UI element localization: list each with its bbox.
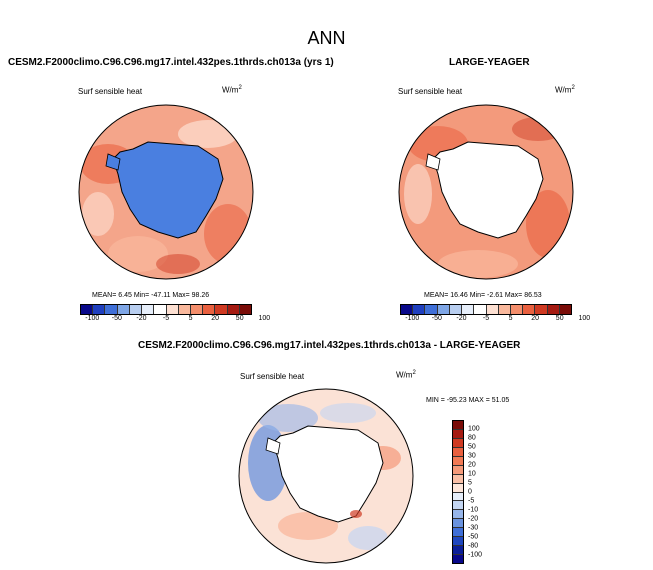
colorbar1-swatch [129,305,143,314]
colorbar3-tick-label: -80 [468,542,479,550]
colorbar3-swatch [453,429,463,439]
colorbar2-tick-label: 100 [578,315,591,322]
panel2-title: LARGE-YEAGER [449,57,530,68]
colorbar2-swatch [559,305,572,314]
panel1-stats: MEAN= 6.45 Min= -47.11 Max= 98.26 [92,292,210,299]
colorbar3-tick-label: 5 [468,479,472,487]
colorbar1-swatch [93,305,106,314]
colorbar2-swatch [547,305,560,314]
colorbar2-swatch [401,305,414,314]
panel1-variable-label: Surf sensible heat [78,87,143,96]
colorbar3-swatch [453,555,463,563]
colorbar3-tick-label: 30 [468,452,476,460]
colorbar3-swatch [453,447,463,457]
colorbar1-swatch [117,305,130,314]
colorbar1-tick-label: 20 [211,315,220,322]
panel3-stats: MIN = -95.23 MAX = 51.05 [426,397,510,404]
colorbar1-tick-label: -5 [162,315,170,322]
colorbar1-tick-label: 50 [235,315,244,322]
colorbar3-tick-label: -100 [468,551,483,559]
colorbar2-tick-label: 20 [531,315,540,322]
colorbar2-swatch [498,305,511,314]
colorbar2-tick-label: -100 [405,315,420,322]
colorbar2-swatch [486,305,499,314]
colorbar3-tick-label: 50 [468,443,476,451]
colorbar3-swatch [453,528,463,538]
panel2-polar-map [398,104,574,280]
colorbar3-swatch [453,501,463,511]
panel1-polar-map [78,104,254,280]
colorbar3-tick-label: -50 [468,533,479,541]
colorbar3-tick-label: 20 [468,461,476,469]
colorbar3-swatch [453,537,463,547]
colorbar3-swatch [453,465,463,475]
colorbar3-tick-label: 10 [468,470,476,478]
colorbar2-swatch [523,305,536,314]
panel1-title: CESM2.F2000climo.C96.C96.mg17.intel.432p… [8,57,334,68]
colorbar1-tick-label: 100 [258,315,271,322]
colorbar3-tick-label: -10 [468,506,479,514]
colorbar2-swatch [474,305,487,314]
panel3-title: CESM2.F2000climo.C96.C96.mg17.intel.432p… [138,340,521,351]
colorbar1-swatch [190,305,204,314]
colorbar1-swatch [154,305,167,314]
colorbar1-tick-label: -20 [136,315,147,322]
colorbar3-swatch [453,438,463,448]
panel1-units-label: W/m2 [222,85,242,95]
panel1-antarctica [112,141,224,239]
colorbar1-swatch [227,305,240,314]
colorbar3-tick-label: -5 [468,497,475,505]
panel2-antarctica [432,141,544,239]
colorbar3-tick-label: 100 [468,425,480,433]
colorbar3-swatch [453,546,463,556]
colorbar2-tick-label: -5 [482,315,490,322]
panel2-variable-label: Surf sensible heat [398,87,463,96]
colorbar2-swatch [462,305,475,314]
colorbar1-tick-label: -50 [111,315,122,322]
colorbar1-swatch [239,305,252,314]
colorbar1-swatch [215,305,228,314]
colorbar2-swatch [510,305,524,314]
colorbar3-swatch [453,456,463,466]
panel3-antarctica [272,425,384,523]
colorbar1-tick-label: 5 [188,315,193,322]
panel3-polar-map [238,388,414,564]
colorbar2-tick-label: -20 [456,315,467,322]
figure-title: ANN [307,28,346,48]
colorbar3-tick-label: 0 [468,488,472,496]
colorbar1-swatch [203,305,216,314]
panel3-colorbar-ticks: 100 80 50 30 20 10 5 0 -5 -10 -20 -30 -50 -80 -100 [468,420,498,564]
colorbar3-swatch [453,510,463,520]
colorbar1-swatch [105,305,118,314]
colorbar3-swatch [453,421,463,430]
colorbar1-swatch [166,305,179,314]
panel2-units-label: W/m2 [555,85,575,95]
colorbar3-swatch [453,474,463,484]
colorbar1-swatch [81,305,94,314]
colorbar2-tick-label: 50 [555,315,564,322]
panel3-colorbar [452,420,464,564]
colorbar2-tick-label: -50 [431,315,442,322]
colorbar3-swatch [453,519,463,529]
colorbar2-swatch [437,305,450,314]
panel3-units-label: W/m2 [396,370,416,380]
colorbar2-swatch [535,305,548,314]
colorbar3-swatch [453,492,463,502]
panel3-variable-label: Surf sensible heat [240,372,305,381]
colorbar1-swatch [178,305,191,314]
colorbar3-tick-label: -30 [468,524,479,532]
panel2-colorbar: -100 -50 -20 -5 5 20 50 100 [400,304,590,325]
colorbar3-swatch [453,483,463,493]
colorbar2-tick-label: 5 [508,315,513,322]
colorbar2-swatch [425,305,438,314]
colorbar2-swatch [449,305,463,314]
colorbar2-swatch [413,305,426,314]
colorbar1-tick-label: -100 [85,315,100,322]
colorbar1-swatch [142,305,155,314]
colorbar3-tick-label: -20 [468,515,479,523]
colorbar3-tick-label: 80 [468,434,476,442]
panel1-colorbar: -100 -50 -20 -5 5 20 50 100 [80,304,270,325]
panel2-stats: MEAN= 16.46 Min= -2.61 Max= 86.53 [424,292,542,299]
